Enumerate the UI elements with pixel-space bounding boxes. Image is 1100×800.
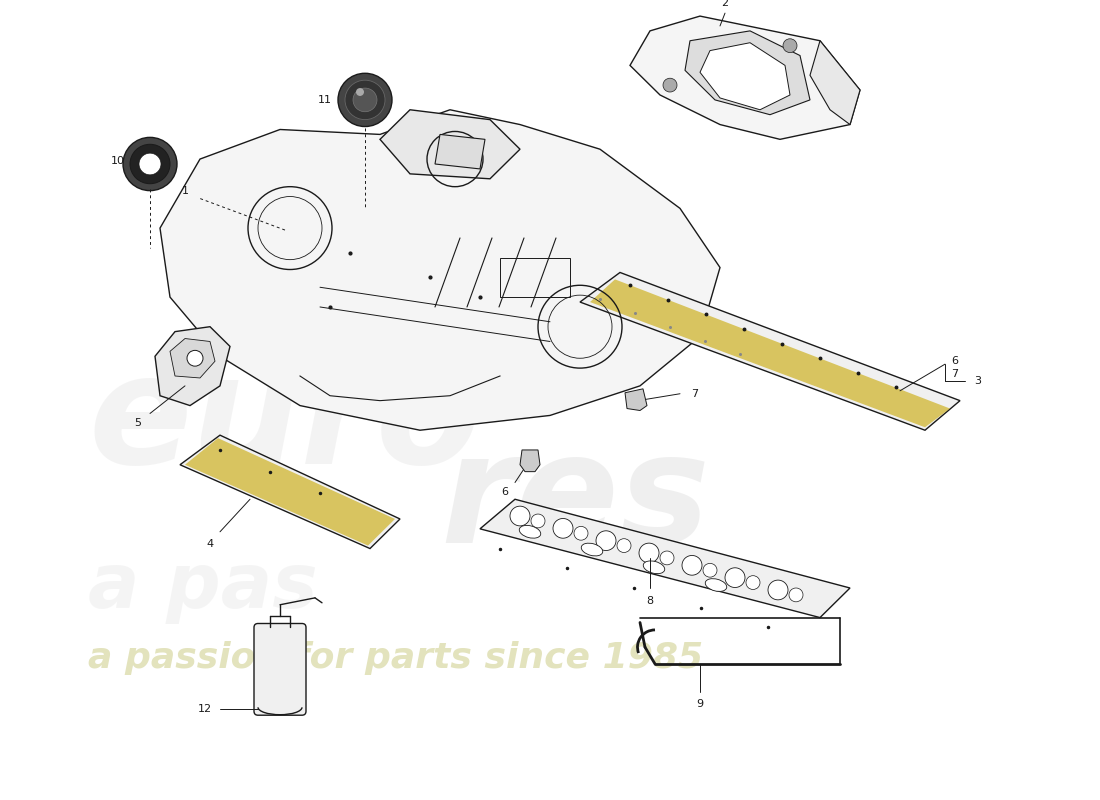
Text: 6: 6 (502, 487, 508, 498)
Ellipse shape (519, 526, 541, 538)
Circle shape (123, 138, 177, 190)
Circle shape (345, 80, 385, 120)
Polygon shape (434, 134, 485, 169)
Circle shape (574, 526, 589, 540)
Polygon shape (155, 326, 230, 406)
Circle shape (353, 88, 377, 112)
Circle shape (510, 506, 530, 526)
Circle shape (596, 531, 616, 550)
Circle shape (725, 568, 745, 587)
Text: 11: 11 (318, 95, 332, 105)
FancyBboxPatch shape (254, 623, 306, 715)
Circle shape (789, 588, 803, 602)
Polygon shape (590, 279, 950, 427)
Polygon shape (625, 389, 647, 410)
Circle shape (130, 144, 170, 184)
Circle shape (617, 538, 631, 553)
Circle shape (338, 74, 392, 126)
Text: 7: 7 (692, 389, 698, 398)
Polygon shape (160, 110, 720, 430)
Text: 10: 10 (111, 156, 125, 166)
Text: euro: euro (88, 347, 481, 496)
Polygon shape (630, 16, 860, 139)
Circle shape (783, 38, 798, 53)
Ellipse shape (705, 578, 727, 591)
Polygon shape (480, 499, 850, 618)
Text: 12: 12 (198, 704, 212, 714)
Circle shape (703, 563, 717, 577)
Circle shape (682, 555, 702, 575)
Circle shape (356, 88, 364, 96)
Polygon shape (685, 31, 810, 114)
Polygon shape (379, 110, 520, 178)
Ellipse shape (644, 561, 664, 574)
Text: 7: 7 (952, 369, 958, 379)
Text: 3: 3 (975, 376, 981, 386)
Polygon shape (185, 438, 395, 546)
Circle shape (660, 551, 674, 565)
Text: 8: 8 (647, 596, 653, 606)
Polygon shape (700, 42, 790, 110)
Text: a pas: a pas (88, 550, 318, 624)
Text: 6: 6 (952, 356, 958, 366)
Circle shape (139, 153, 161, 175)
Text: 1: 1 (182, 186, 188, 196)
Polygon shape (170, 338, 214, 378)
Polygon shape (580, 273, 960, 430)
Polygon shape (520, 450, 540, 472)
Circle shape (768, 580, 788, 600)
Circle shape (531, 514, 544, 528)
Circle shape (746, 576, 760, 590)
Text: 5: 5 (134, 418, 142, 428)
Polygon shape (810, 41, 860, 125)
Circle shape (553, 518, 573, 538)
Polygon shape (180, 435, 400, 549)
Circle shape (639, 543, 659, 563)
Circle shape (663, 78, 676, 92)
Circle shape (187, 350, 204, 366)
Text: a passion for parts since 1985: a passion for parts since 1985 (88, 641, 703, 675)
Text: 2: 2 (722, 0, 728, 8)
Ellipse shape (581, 543, 603, 556)
Text: 4: 4 (207, 538, 213, 549)
Text: res: res (440, 426, 710, 574)
Text: 9: 9 (696, 699, 704, 710)
